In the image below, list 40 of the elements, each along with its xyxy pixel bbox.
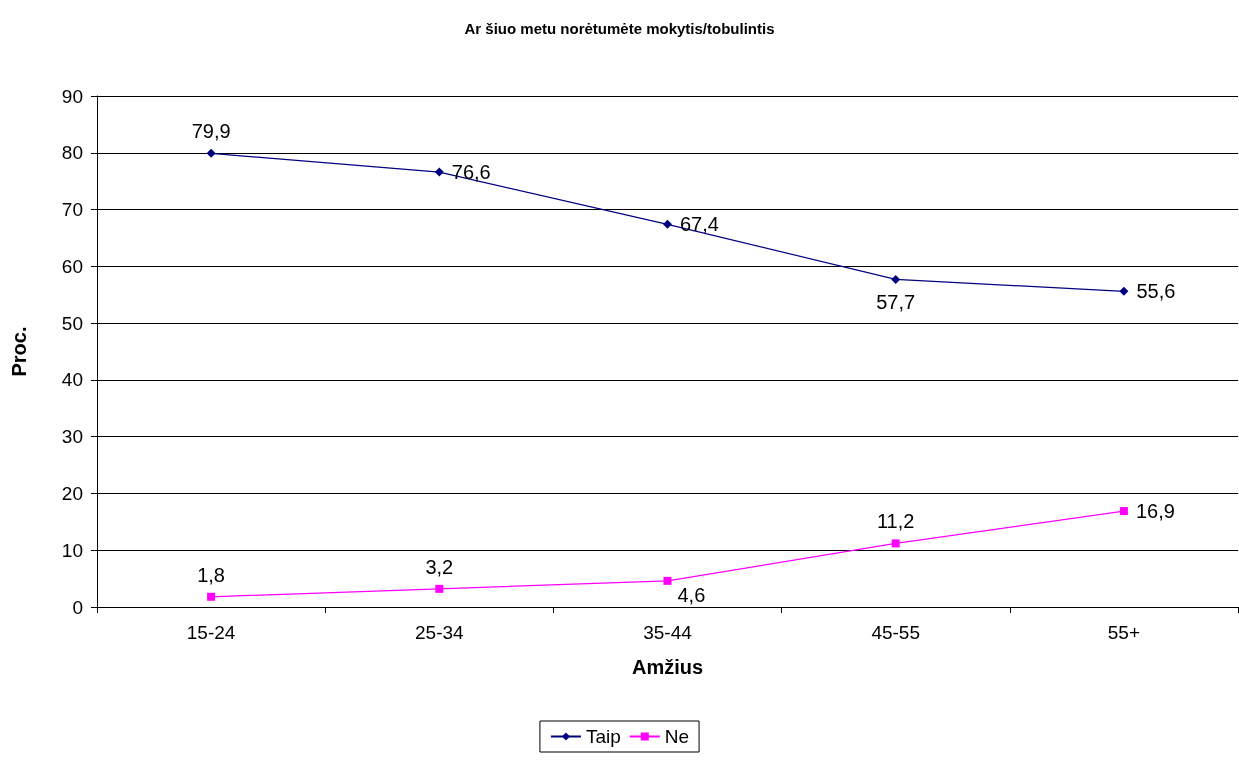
data-label: 16,9: [1135, 500, 1175, 523]
point: [1119, 507, 1128, 516]
y-tick-label: 70: [61, 199, 83, 221]
chart-title: Ar šiuo metu norėtumėte mokytis/tobulintis: [464, 20, 775, 37]
data-label: 1,8: [197, 563, 226, 586]
data-label: 79,9: [191, 119, 231, 142]
x-tick-label: 45-55: [871, 622, 920, 643]
y-tick-label: 0: [72, 596, 83, 618]
point: [206, 148, 216, 158]
data-label: 3,2: [425, 555, 454, 578]
x-tick-label: 25-34: [415, 622, 465, 643]
point: [434, 167, 444, 177]
data-label: 11,2: [876, 510, 915, 533]
point: [207, 592, 216, 601]
data-label: 67,4: [680, 213, 719, 236]
x-tick-label: 55+: [1107, 622, 1141, 643]
point: [663, 576, 672, 585]
point: [1119, 286, 1129, 296]
data-label: 55,6: [1136, 280, 1176, 303]
y-axis-title: Proc.: [8, 326, 30, 377]
y-tick-label: 20: [61, 482, 83, 504]
y-tick-label: 40: [61, 369, 83, 391]
x-tick-label: 15-24: [186, 622, 236, 643]
x-tick-label: 35-44: [643, 622, 693, 643]
data-label: 4,6: [677, 583, 706, 606]
point: [663, 219, 672, 229]
point: [891, 539, 900, 548]
point: [435, 584, 444, 593]
y-tick-label: 60: [61, 255, 83, 277]
legend-label: Taip: [585, 726, 621, 747]
data-label: 57,7: [876, 290, 916, 313]
data-label: 76,6: [451, 161, 491, 184]
legend-label: Ne: [664, 726, 690, 747]
point: [891, 274, 901, 284]
y-tick-label: 10: [61, 539, 83, 561]
y-tick-label: 80: [61, 142, 83, 164]
y-tick-label: 50: [61, 312, 83, 334]
y-tick-label: 30: [61, 426, 83, 448]
y-tick-label: 90: [61, 85, 83, 107]
x-axis-title: Amžius: [631, 656, 704, 678]
